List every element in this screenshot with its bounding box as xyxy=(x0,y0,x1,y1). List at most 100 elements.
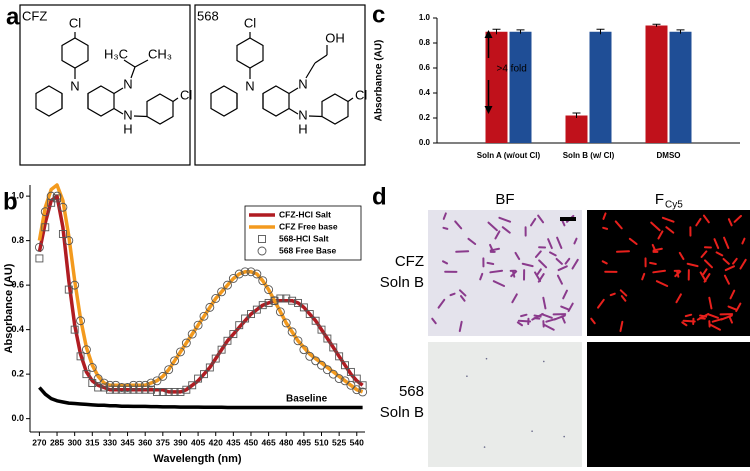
data-point xyxy=(128,380,138,390)
data-point xyxy=(317,360,326,370)
crystal xyxy=(442,212,447,220)
micrograph xyxy=(587,342,750,467)
crystal xyxy=(590,317,596,325)
data-point xyxy=(211,294,221,303)
crystal xyxy=(516,321,524,327)
crystal xyxy=(713,238,720,250)
data-point xyxy=(352,374,361,383)
crystal xyxy=(487,221,498,232)
data-point xyxy=(135,385,144,394)
bond xyxy=(288,107,299,115)
crystal xyxy=(521,262,534,268)
crystal xyxy=(492,280,506,287)
crystal xyxy=(619,289,628,297)
y-tick-label: 0.4 xyxy=(11,324,24,334)
data-point xyxy=(205,363,214,372)
data-point xyxy=(111,380,121,390)
crystal xyxy=(695,217,702,227)
data-point xyxy=(70,325,79,334)
data-point xyxy=(234,269,244,279)
ring xyxy=(146,93,174,125)
crystal xyxy=(449,292,456,297)
x-tick-label: 285 xyxy=(50,437,64,447)
label-bg xyxy=(70,81,80,93)
data-point xyxy=(352,385,362,395)
crystal xyxy=(560,305,570,311)
arrow-head xyxy=(484,30,493,38)
data-point xyxy=(258,301,267,310)
ring xyxy=(61,37,89,69)
atom-label: N xyxy=(245,78,254,93)
annotation: >4 fold xyxy=(497,64,527,75)
micrographs xyxy=(428,210,750,467)
crystal xyxy=(510,270,518,278)
data-point xyxy=(194,374,203,383)
column-header: BF xyxy=(495,191,514,208)
x-tick-label: 300 xyxy=(68,437,82,447)
data-point xyxy=(152,387,161,396)
data-point xyxy=(200,370,208,379)
crystal xyxy=(537,273,545,283)
crystal xyxy=(609,292,616,297)
crystal xyxy=(651,243,657,253)
data-point xyxy=(76,352,85,361)
atom-label: N xyxy=(123,76,132,91)
baseline-line xyxy=(38,386,363,410)
atom-label: Cl xyxy=(355,87,367,102)
x-tick-label: Soln A (w/out Cl) xyxy=(477,151,541,160)
y-tick-label: 0.4 xyxy=(419,88,431,97)
data-point xyxy=(187,329,197,339)
crystal xyxy=(542,296,547,310)
data-point xyxy=(35,254,44,263)
data-point xyxy=(105,385,114,394)
data-point xyxy=(123,383,133,392)
data-point xyxy=(158,387,167,396)
data-point xyxy=(41,223,50,232)
ring xyxy=(35,85,63,117)
crystal xyxy=(724,265,736,272)
crystal xyxy=(682,319,696,323)
atom-label: Cl xyxy=(244,15,256,30)
crystal xyxy=(702,214,710,224)
bar xyxy=(509,31,532,143)
x-tick-label: 510 xyxy=(314,437,328,447)
x-tick-label: 375 xyxy=(156,437,170,447)
data-point xyxy=(281,318,291,328)
atom-label: N xyxy=(123,107,132,122)
data-point xyxy=(141,385,150,394)
crystal xyxy=(549,251,557,257)
speck xyxy=(531,430,533,432)
data-point xyxy=(40,207,50,217)
atom-label: H₃C xyxy=(104,46,128,61)
data-point xyxy=(305,310,314,319)
x-tick-label: 465 xyxy=(262,437,276,447)
crystal xyxy=(489,243,495,253)
speck xyxy=(543,360,545,363)
data-point xyxy=(299,345,309,355)
speck xyxy=(563,435,565,438)
data-point xyxy=(275,307,285,317)
atom-label: N xyxy=(298,76,307,91)
data-point xyxy=(241,314,250,323)
data-point xyxy=(94,383,103,392)
crystal xyxy=(538,259,548,269)
speck xyxy=(483,446,486,448)
y-tick-label: 0.6 xyxy=(419,63,431,72)
data-point xyxy=(223,336,232,345)
crystal xyxy=(657,230,664,240)
crystal xyxy=(573,237,578,245)
crystal xyxy=(674,270,682,278)
crystal xyxy=(556,274,563,285)
crystal xyxy=(455,250,470,253)
data-point xyxy=(176,387,185,396)
data-point xyxy=(335,352,344,361)
data-point xyxy=(88,379,97,387)
data-point xyxy=(322,365,332,375)
y-tick-label: 1.0 xyxy=(419,13,431,22)
data-point xyxy=(47,198,56,207)
data-point xyxy=(152,376,162,386)
data-point xyxy=(170,387,179,396)
crystal xyxy=(655,280,669,287)
data-point xyxy=(64,285,73,294)
